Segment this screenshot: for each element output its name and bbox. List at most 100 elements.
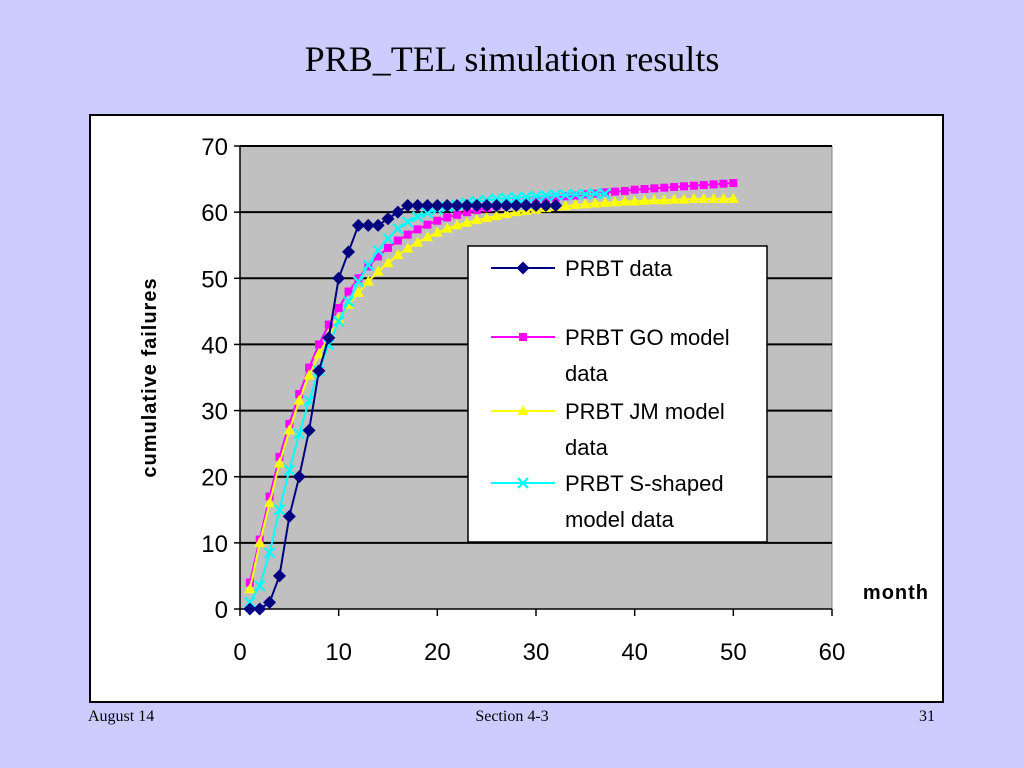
- y-tick-label: 40: [201, 332, 228, 359]
- data-point-series-3: [263, 547, 276, 559]
- data-point-series-0: [312, 364, 326, 378]
- data-point-series-2: [421, 231, 433, 242]
- data-point-series-0: [253, 602, 267, 616]
- legend-label: model data: [565, 507, 675, 532]
- data-point-series-2: [639, 194, 651, 205]
- data-point-series-2: [678, 193, 690, 204]
- data-point-series-0: [470, 199, 484, 213]
- x-tick-label: 0: [233, 639, 246, 666]
- data-point-series-1: [393, 236, 402, 245]
- legend-label: PRBT JM model: [565, 399, 725, 424]
- data-point-series-0: [430, 199, 444, 213]
- data-point-series-0: [302, 423, 316, 437]
- data-point-series-1: [729, 179, 738, 188]
- data-point-series-3: [540, 189, 552, 202]
- data-point-series-1: [640, 184, 649, 193]
- data-point-series-1: [660, 183, 669, 192]
- data-point-series-3: [510, 191, 523, 204]
- data-point-series-2: [619, 195, 631, 206]
- x-tick-label: 40: [621, 639, 648, 666]
- data-point-series-2: [362, 275, 374, 286]
- data-point-series-3: [421, 207, 434, 219]
- data-point-series-2: [352, 286, 364, 297]
- data-point-series-2: [372, 265, 384, 276]
- data-point-series-1: [433, 216, 442, 225]
- data-point-series-3: [253, 580, 266, 592]
- data-point-series-3: [382, 232, 394, 245]
- legend-marker-2: [517, 405, 529, 415]
- data-point-series-0: [342, 245, 356, 259]
- data-point-series-2: [500, 208, 512, 219]
- data-point-series-2: [412, 236, 424, 247]
- data-point-series-0: [529, 199, 543, 213]
- data-point-series-1: [551, 193, 560, 202]
- data-point-series-1: [305, 363, 314, 372]
- data-point-series-1: [650, 184, 659, 193]
- data-point-series-0: [549, 199, 563, 213]
- data-point-series-2: [264, 497, 276, 508]
- data-point-series-2: [244, 583, 256, 594]
- data-point-series-1: [453, 210, 462, 219]
- data-point-series-2: [599, 196, 611, 207]
- data-point-series-0: [322, 331, 336, 345]
- data-point-series-3: [273, 504, 286, 516]
- legend-box: [467, 245, 768, 543]
- data-point-series-2: [392, 249, 404, 260]
- data-point-series-3: [293, 427, 305, 440]
- data-point-series-1: [295, 390, 304, 399]
- data-point-series-2: [560, 200, 572, 211]
- data-point-series-3: [372, 244, 384, 257]
- data-point-series-1: [245, 578, 254, 587]
- legend-label: PRBT GO model: [565, 325, 730, 350]
- data-point-series-0: [499, 199, 513, 213]
- data-point-series-2: [402, 242, 414, 253]
- data-point-series-3: [392, 222, 404, 235]
- data-point-series-1: [265, 492, 274, 501]
- x-tick-label: 10: [325, 639, 352, 666]
- data-point-series-0: [401, 199, 415, 213]
- data-point-series-1: [699, 181, 708, 190]
- data-point-series-3: [599, 187, 611, 200]
- data-point-series-2: [688, 192, 700, 203]
- data-point-series-2: [283, 424, 295, 435]
- y-tick-label: 20: [201, 465, 228, 492]
- data-point-series-0: [381, 212, 395, 226]
- data-point-series-1: [423, 220, 432, 229]
- data-point-series-1: [719, 179, 728, 188]
- data-point-series-3: [411, 210, 424, 223]
- data-point-series-0: [450, 199, 464, 213]
- data-point-series-1: [384, 243, 392, 252]
- data-point-series-2: [382, 257, 394, 268]
- data-point-series-0: [420, 199, 434, 213]
- x-tick-label: 30: [523, 639, 550, 666]
- data-point-series-0: [480, 199, 494, 213]
- data-point-series-3: [490, 193, 503, 205]
- data-point-series-2: [668, 193, 680, 204]
- data-point-series-1: [403, 230, 412, 239]
- footer-date: August 14: [88, 708, 155, 725]
- data-point-series-3: [520, 191, 532, 203]
- data-point-series-1: [314, 340, 323, 349]
- data-point-series-3: [500, 192, 513, 205]
- data-point-series-3: [559, 189, 572, 201]
- data-point-series-0: [351, 218, 365, 232]
- x-tick-label: 60: [819, 639, 846, 666]
- data-point-series-2: [658, 194, 670, 205]
- data-point-series-1: [413, 225, 422, 234]
- data-point-series-0: [440, 199, 454, 213]
- data-point-series-3: [569, 188, 582, 201]
- data-point-series-3: [401, 216, 414, 228]
- data-point-series-0: [490, 199, 504, 213]
- legend-label: PRBT data: [565, 256, 673, 281]
- data-point-series-2: [303, 369, 315, 380]
- y-tick-label: 0: [215, 597, 228, 624]
- data-point-series-2: [609, 196, 621, 207]
- data-point-series-0: [263, 595, 277, 609]
- x-tick-label: 20: [424, 639, 451, 666]
- data-point-series-0: [371, 218, 385, 232]
- data-point-series-0: [519, 199, 533, 213]
- data-point-series-2: [569, 198, 581, 209]
- data-point-series-2: [333, 313, 345, 324]
- data-point-series-1: [324, 320, 333, 329]
- data-point-series-1: [541, 194, 550, 203]
